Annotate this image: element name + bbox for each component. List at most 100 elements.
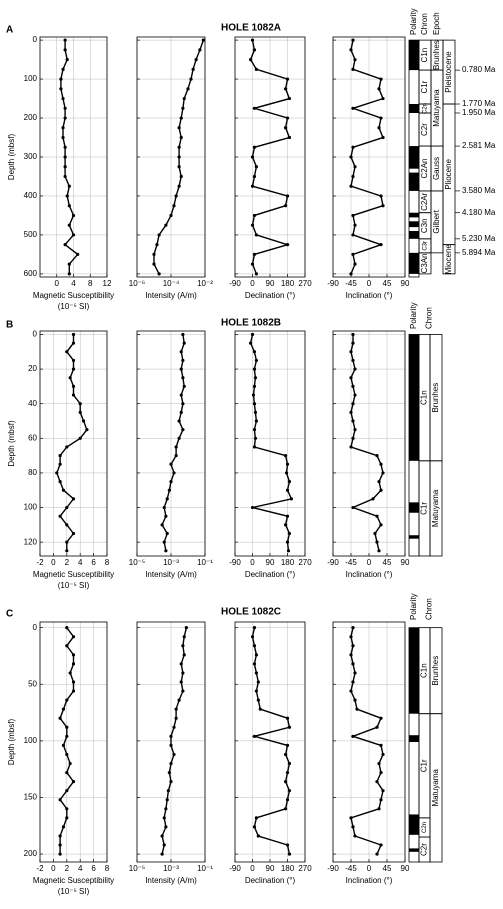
data-point	[283, 204, 288, 208]
x-tick-label: 10⁻⁴	[163, 279, 180, 288]
data-point	[160, 852, 164, 856]
data-point	[254, 358, 258, 363]
data-point	[67, 184, 71, 188]
data-point	[253, 410, 258, 414]
data-point	[169, 479, 173, 484]
data-point	[169, 462, 173, 466]
x-tick-label: 0	[250, 558, 255, 567]
data-point	[351, 734, 355, 738]
data-point	[287, 725, 292, 729]
data-point	[353, 393, 357, 397]
data-point	[349, 350, 353, 354]
data-point	[287, 135, 292, 140]
x-tick-label: 2	[65, 558, 70, 567]
data-point	[250, 38, 255, 42]
data-point	[179, 680, 183, 684]
chron-label: C3r	[423, 241, 429, 251]
data-point	[63, 38, 67, 42]
panel-frame	[136, 330, 206, 557]
x-tick-label: 0	[250, 864, 255, 873]
chron-label: C1n	[420, 390, 429, 405]
x-axis-label: Inclination (°)	[346, 876, 393, 885]
data-point	[65, 789, 69, 793]
data-point	[349, 155, 353, 159]
data-point	[285, 770, 290, 775]
x-tick-label: 6	[91, 864, 96, 873]
data-point	[379, 743, 383, 747]
x-tick-label: 10⁻⁶	[129, 279, 145, 288]
data-point	[169, 213, 173, 218]
data-point	[71, 358, 76, 363]
x-tick-label: 45	[383, 558, 392, 567]
data-point	[250, 635, 255, 639]
data-point	[58, 462, 62, 466]
panel-frame	[234, 330, 306, 557]
age-label: 2.581 Ma	[462, 141, 496, 150]
data-point	[379, 488, 383, 492]
y-tick-label: 20	[28, 364, 37, 373]
data-point	[256, 834, 260, 838]
data-point	[182, 341, 186, 345]
data-point	[58, 834, 62, 838]
y-axis-label: Depth (mbsf)	[7, 134, 16, 181]
age-label: 1.950 Ma	[462, 108, 496, 117]
data-point	[63, 48, 67, 52]
data-point	[164, 825, 168, 829]
x-tick-label: 0	[51, 558, 56, 567]
data-point	[377, 549, 381, 553]
data-point	[172, 725, 176, 729]
data-point	[174, 454, 178, 458]
data-point	[65, 752, 69, 757]
data-point	[65, 698, 69, 702]
period-label: Matuyama	[431, 769, 440, 807]
period-box	[429, 713, 443, 863]
data-point	[351, 825, 355, 829]
data-point	[76, 252, 80, 257]
data-point	[283, 523, 288, 527]
data-point	[182, 653, 186, 657]
data-point	[71, 531, 76, 536]
data-point	[285, 77, 290, 81]
data-point	[349, 272, 353, 276]
data-point	[351, 145, 355, 149]
x-tick-label: -90	[327, 279, 339, 288]
data-point	[58, 514, 62, 518]
x-tick-label: 90	[401, 558, 410, 567]
data-point	[172, 752, 176, 757]
data-point	[81, 419, 86, 423]
data-point	[58, 716, 62, 720]
data-point	[65, 725, 69, 729]
data-point	[351, 106, 355, 110]
data-point	[71, 213, 76, 218]
x-axis-label: Intensity (A/m)	[145, 876, 197, 885]
data-point	[353, 57, 357, 62]
x-tick-label: -90	[229, 279, 241, 288]
normal-polarity	[409, 221, 419, 228]
data-point	[174, 716, 178, 720]
data-point	[252, 402, 257, 406]
x-tick-label: -45	[345, 279, 357, 288]
data-point	[248, 341, 253, 345]
x-tick-label: 8	[105, 864, 110, 873]
normal-polarity	[409, 252, 419, 274]
data-point	[71, 497, 76, 501]
data-point	[174, 194, 178, 198]
data-point	[177, 184, 181, 188]
data-point	[177, 145, 181, 149]
data-point	[169, 743, 173, 747]
data-point	[283, 752, 288, 757]
chart-title: HOLE 1082C	[221, 607, 281, 618]
data-point	[349, 48, 353, 52]
age-label: 5.230 Ma	[462, 234, 496, 243]
y-tick-label: 300	[24, 152, 38, 161]
data-point	[58, 843, 62, 847]
data-point	[174, 445, 178, 449]
y-tick-label: 500	[24, 230, 38, 239]
data-point	[379, 194, 383, 198]
x-tick-label: 10⁻³	[163, 864, 179, 873]
data-point	[254, 816, 258, 820]
x-tick-label: 0	[51, 864, 56, 873]
panel-frame	[332, 36, 406, 278]
data-point	[78, 402, 82, 406]
y-tick-label: 50	[28, 679, 37, 688]
